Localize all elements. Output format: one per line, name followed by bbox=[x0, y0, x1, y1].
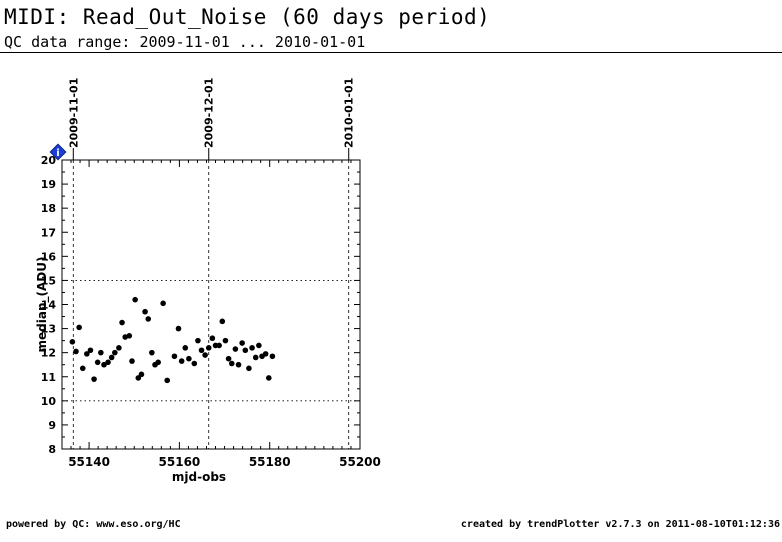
page-title: MIDI: Read_Out_Noise (60 days period) bbox=[4, 5, 491, 29]
data-point bbox=[175, 325, 182, 332]
scatter-chart: 2009-11-01 2009-12-01 2010-01-01 8 9 10 11 12 13… bbox=[35, 78, 381, 484]
data-point bbox=[178, 358, 185, 364]
data-point bbox=[101, 361, 107, 368]
data-point bbox=[198, 347, 205, 354]
data-point bbox=[119, 319, 125, 326]
date-marker-label-2: 2010-01-01 bbox=[343, 78, 356, 148]
y-tick-label: 17 bbox=[41, 226, 56, 239]
y-tick-label: 18 bbox=[41, 202, 56, 215]
y-tick-label: 20 bbox=[41, 154, 57, 167]
data-point bbox=[256, 342, 262, 349]
data-point bbox=[79, 365, 86, 372]
y-tick-label: 14 bbox=[41, 299, 57, 312]
y-tick-label: 8 bbox=[48, 443, 56, 456]
data-point bbox=[209, 335, 216, 342]
data-point bbox=[269, 353, 276, 360]
data-point bbox=[219, 318, 226, 325]
footer-powered-by: powered by QC: www.eso.org/HC bbox=[6, 519, 181, 530]
title-divider bbox=[0, 52, 782, 53]
x-tick-label: 55200 bbox=[339, 455, 381, 469]
data-point bbox=[262, 351, 269, 357]
y-tick-label: 13 bbox=[41, 323, 56, 336]
y-tick-label: 12 bbox=[41, 347, 56, 360]
y-axis-label: median_(ADU) bbox=[35, 257, 50, 353]
data-point bbox=[242, 347, 249, 354]
data-point bbox=[91, 376, 97, 382]
data-point bbox=[160, 300, 166, 307]
data-point bbox=[171, 353, 178, 360]
x-tick-label: 55140 bbox=[68, 455, 110, 469]
data-point bbox=[239, 340, 245, 346]
data-point bbox=[202, 352, 208, 358]
data-point bbox=[195, 337, 201, 344]
data-point bbox=[155, 359, 161, 366]
date-marker-label-1: 2009-12-01 bbox=[203, 78, 216, 148]
y-tick-label: 9 bbox=[48, 419, 56, 432]
x-tick-label: 55180 bbox=[249, 455, 291, 469]
data-point bbox=[228, 360, 235, 367]
data-point bbox=[182, 345, 189, 351]
data-point bbox=[132, 296, 138, 303]
y-tick-label: 16 bbox=[41, 250, 57, 263]
data-point bbox=[246, 365, 252, 372]
data-point bbox=[235, 361, 242, 368]
data-point bbox=[191, 360, 198, 367]
data-point bbox=[126, 333, 133, 339]
data-point bbox=[69, 339, 76, 345]
date-marker-label-0: 2009-11-01 bbox=[67, 78, 80, 148]
data-point bbox=[216, 342, 222, 349]
data-point bbox=[164, 377, 171, 384]
data-point bbox=[112, 349, 118, 356]
x-tick-label: 55160 bbox=[159, 455, 201, 469]
info-diamond-icon bbox=[49, 143, 67, 161]
y-tick-label: 11 bbox=[41, 371, 56, 384]
data-point bbox=[145, 316, 152, 322]
data-point bbox=[232, 346, 239, 352]
data-point bbox=[105, 359, 111, 366]
data-point bbox=[149, 349, 155, 356]
y-tick-label: 19 bbox=[41, 178, 56, 191]
plot-frame bbox=[61, 159, 361, 450]
data-point bbox=[265, 375, 272, 381]
data-point bbox=[138, 371, 145, 378]
data-point bbox=[108, 354, 115, 361]
data-point bbox=[249, 345, 255, 351]
data-point bbox=[205, 345, 212, 351]
footer-created-by: created by trendPlotter v2.7.3 on 2011-0… bbox=[460, 519, 780, 530]
info-diamond-label: i bbox=[56, 148, 59, 159]
data-point bbox=[84, 351, 90, 357]
page-subtitle: QC data range: 2009-11-01 ... 2010-01-01 bbox=[4, 33, 366, 51]
data-point bbox=[225, 355, 232, 362]
data-point bbox=[135, 375, 142, 381]
data-point bbox=[186, 355, 192, 362]
x-axis-label: mjd-obs bbox=[172, 470, 226, 484]
data-point bbox=[73, 348, 79, 355]
data-point bbox=[222, 337, 229, 344]
data-point bbox=[94, 359, 101, 366]
data-point bbox=[116, 345, 122, 351]
y-tick-label: 15 bbox=[41, 274, 56, 287]
data-point bbox=[76, 324, 82, 331]
data-point bbox=[252, 354, 259, 361]
data-point bbox=[87, 347, 94, 354]
data-point bbox=[98, 349, 104, 356]
data-point bbox=[142, 308, 148, 315]
y-tick-label: 10 bbox=[41, 395, 57, 408]
data-point bbox=[129, 358, 135, 364]
